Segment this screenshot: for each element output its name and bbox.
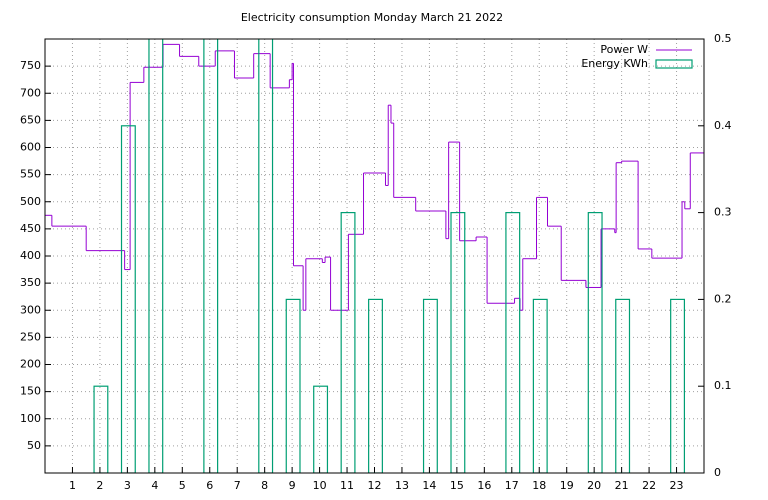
- energy-box: [148, 39, 164, 473]
- x-tick-label: 15: [450, 479, 464, 492]
- energy-box: [340, 212, 356, 473]
- y2-tick-label: 0.3: [714, 206, 732, 219]
- x-tick-label: 1: [69, 479, 76, 492]
- x-tick-label: 12: [368, 479, 382, 492]
- x-tick-label: 8: [261, 479, 268, 492]
- y-tick-label: 400: [20, 249, 41, 262]
- x-tick-label: 6: [206, 479, 213, 492]
- x-tick-label: 3: [124, 479, 131, 492]
- y-tick-label: 100: [20, 412, 41, 425]
- y2-tick-label: 0.2: [714, 292, 732, 305]
- x-tick-label: 13: [395, 479, 409, 492]
- y2-tick-label: 0.4: [714, 119, 732, 132]
- y-tick-label: 350: [20, 276, 41, 289]
- x-tick-label: 16: [477, 479, 491, 492]
- y-tick-label: 550: [20, 168, 41, 181]
- y-tick-label: 650: [20, 113, 41, 126]
- y-tick-label: 50: [27, 439, 41, 452]
- energy-box: [93, 385, 109, 473]
- y-tick-label: 500: [20, 195, 41, 208]
- energy-box: [368, 298, 383, 473]
- energy-box: [450, 212, 466, 473]
- x-tick-label: 10: [313, 479, 327, 492]
- legend-swatch: [655, 59, 693, 69]
- x-tick-label: 7: [234, 479, 241, 492]
- x-tick-label: 19: [560, 479, 574, 492]
- x-tick-label: 5: [179, 479, 186, 492]
- y2-tick-label: 0.1: [714, 379, 732, 392]
- y-tick-label: 450: [20, 222, 41, 235]
- energy-box: [615, 298, 631, 473]
- x-tick-label: 11: [340, 479, 354, 492]
- x-tick-label: 4: [151, 479, 158, 492]
- y-tick-label: 750: [20, 59, 41, 72]
- legend-label: Power W: [600, 43, 648, 56]
- x-tick-label: 17: [505, 479, 519, 492]
- plot-area: [45, 39, 704, 473]
- x-tick-label: 20: [587, 479, 601, 492]
- y-tick-label: 250: [20, 330, 41, 343]
- x-tick-label: 22: [642, 479, 656, 492]
- energy-box: [670, 298, 686, 473]
- y-tick-label: 700: [20, 86, 41, 99]
- y-tick-label: 200: [20, 358, 41, 371]
- energy-box: [587, 212, 603, 473]
- energy-box: [422, 298, 438, 473]
- x-tick-label: 14: [422, 479, 436, 492]
- energy-box: [532, 298, 548, 473]
- legend-label: Energy KWh: [581, 57, 648, 70]
- energy-box: [285, 298, 301, 473]
- y-tick-label: 600: [20, 141, 41, 154]
- energy-box: [313, 385, 329, 473]
- energy-box: [120, 125, 136, 473]
- x-tick-label: 18: [532, 479, 546, 492]
- plot-border: [44, 38, 705, 474]
- y2-tick-label: 0.5: [714, 32, 732, 45]
- x-tick-label: 2: [96, 479, 103, 492]
- y-tick-label: 150: [20, 385, 41, 398]
- energy-box: [505, 212, 521, 473]
- energy-box: [203, 39, 219, 473]
- y-tick-label: 300: [20, 303, 41, 316]
- y2-tick-label: 0: [714, 466, 721, 479]
- chart-title: Electricity consumption Monday March 21 …: [241, 11, 503, 24]
- x-tick-label: 23: [670, 479, 684, 492]
- x-tick-label: 21: [615, 479, 629, 492]
- x-tick-label: 9: [289, 479, 296, 492]
